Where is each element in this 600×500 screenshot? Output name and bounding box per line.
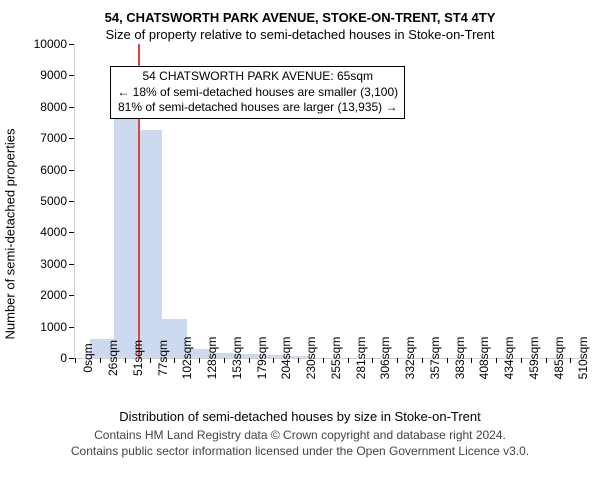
x-tick-label: 408sqm [471, 337, 491, 380]
x-tick-label: 510sqm [570, 337, 590, 380]
attribution: Contains HM Land Registry data © Crown c… [15, 428, 585, 459]
y-tick-label: 1000 [40, 320, 75, 334]
x-tick-label: 459sqm [521, 337, 541, 380]
x-tick-label: 0sqm [75, 343, 95, 372]
x-tick-label: 306sqm [372, 337, 392, 380]
attribution-line-2: Contains public sector information licen… [15, 444, 585, 460]
plot-area: 0100020003000400050006000700080009000100… [74, 44, 580, 359]
x-tick-label: 179sqm [249, 337, 269, 380]
x-tick-label: 332sqm [397, 337, 417, 380]
x-tick-label: 434sqm [496, 337, 516, 380]
y-tick-label: 5000 [40, 194, 75, 208]
histogram-bar [114, 119, 138, 358]
y-tick-label: 4000 [40, 225, 75, 239]
y-tick-label: 0 [60, 351, 75, 365]
x-tick-label: 230sqm [298, 337, 318, 380]
chart-tooltip: 54 CHATSWORTH PARK AVENUE: 65sqm← 18% of… [110, 66, 405, 119]
x-tick-label: 281sqm [348, 337, 368, 380]
x-axis-label: Distribution of semi-detached houses by … [20, 409, 580, 424]
x-tick-label: 255sqm [323, 337, 343, 380]
x-tick-label: 26sqm [100, 340, 120, 376]
tooltip-line: 81% of semi-detached houses are larger (… [117, 100, 398, 116]
x-tick-label: 204sqm [273, 337, 293, 380]
chart-subtitle: Size of property relative to semi-detach… [15, 27, 585, 42]
y-tick-label: 2000 [40, 288, 75, 302]
x-tick-label: 383sqm [447, 337, 467, 380]
y-tick-label: 7000 [40, 131, 75, 145]
y-axis-label: Number of semi-detached properties [3, 129, 18, 340]
x-tick-label: 102sqm [174, 337, 194, 380]
x-tick-label: 485sqm [546, 337, 566, 380]
tooltip-line: 54 CHATSWORTH PARK AVENUE: 65sqm [117, 69, 398, 85]
x-tick-label: 51sqm [125, 340, 145, 376]
chart-title: 54, CHATSWORTH PARK AVENUE, STOKE-ON-TRE… [15, 10, 585, 25]
histogram-bar [138, 130, 162, 358]
y-tick-label: 10000 [34, 37, 75, 51]
x-tick-label: 128sqm [199, 337, 219, 380]
chart: Number of semi-detached properties 01000… [20, 44, 580, 424]
y-tick-label: 8000 [40, 100, 75, 114]
y-tick-label: 3000 [40, 257, 75, 271]
x-tick-label: 77sqm [150, 340, 170, 376]
y-tick-label: 9000 [40, 68, 75, 82]
x-tick-label: 153sqm [224, 337, 244, 380]
x-tick-label: 357sqm [422, 337, 442, 380]
tooltip-line: ← 18% of semi-detached houses are smalle… [117, 85, 398, 101]
y-tick-label: 6000 [40, 163, 75, 177]
attribution-line-1: Contains HM Land Registry data © Crown c… [15, 428, 585, 444]
